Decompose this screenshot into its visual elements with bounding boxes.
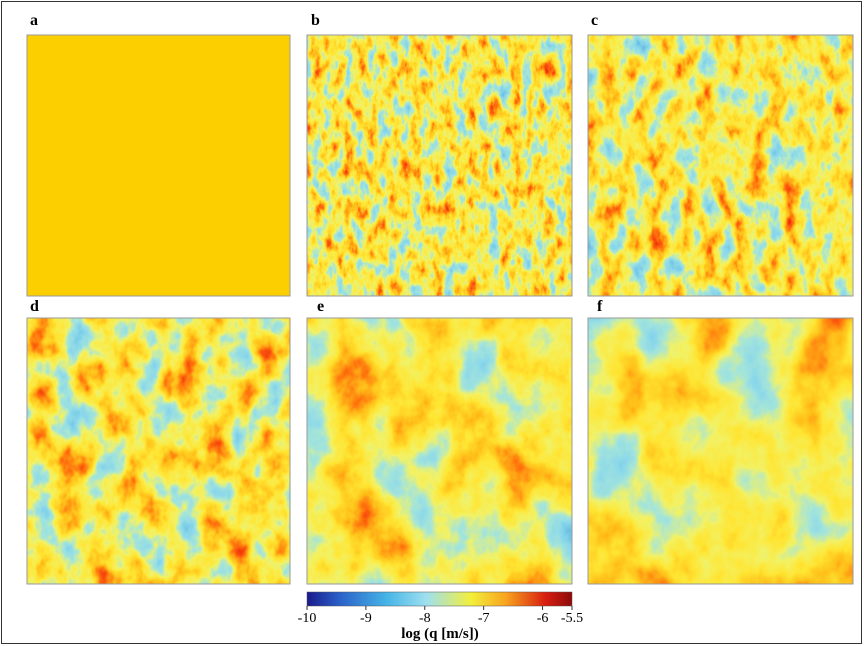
panel-label: f (597, 298, 603, 315)
colorbar-label: log (q [m/s]) (401, 626, 479, 642)
colorbar-tick-label: -8 (419, 611, 431, 626)
panel-label: a (30, 12, 38, 29)
panel-image (307, 318, 572, 584)
panel-image (588, 35, 853, 296)
panel-label: c (591, 12, 598, 29)
colorbar-tick-label: -5.5 (561, 611, 583, 626)
colorbar-tick-label: -6 (537, 611, 549, 626)
panel-label: d (30, 298, 39, 315)
colorbar-tick-label: -7 (478, 611, 490, 626)
figure: a b c d e f -10 -9 -8 -7 -6 -5.5 log (q [m/s]… (0, 0, 864, 646)
colorbar (307, 592, 572, 606)
panel-image (588, 318, 853, 584)
panel-image (307, 35, 572, 296)
panel-image (27, 318, 290, 584)
colorbar-tick-label: -10 (298, 611, 317, 626)
panel-label: b (311, 12, 320, 29)
panel-label: e (317, 298, 324, 315)
panel-image (27, 35, 290, 296)
colorbar-tick-label: -9 (360, 611, 372, 626)
